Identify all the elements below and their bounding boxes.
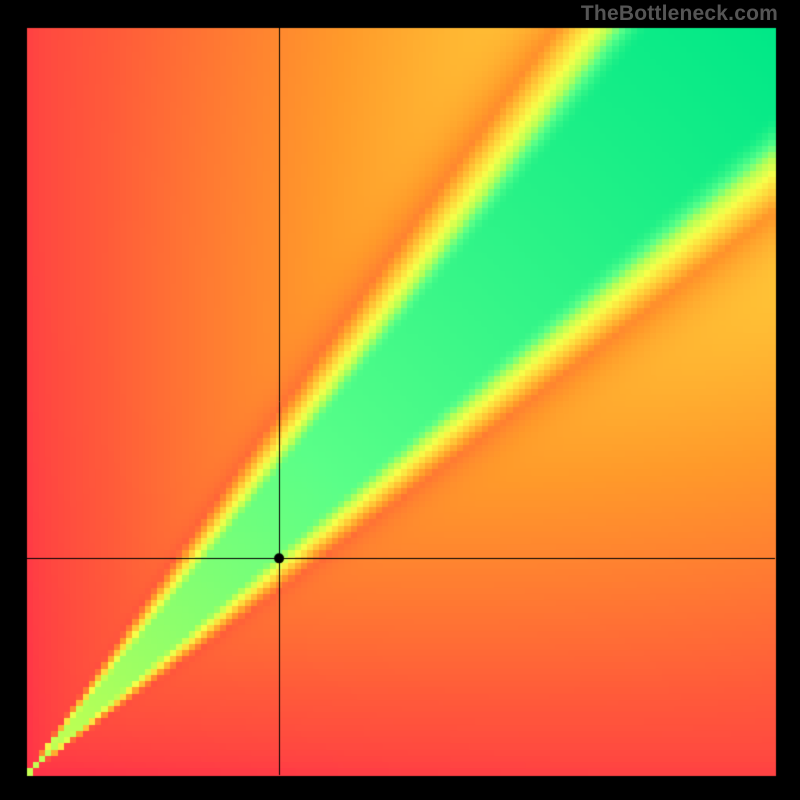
attribution-text: TheBottleneck.com <box>581 2 778 26</box>
bottleneck-heatmap <box>0 0 800 800</box>
